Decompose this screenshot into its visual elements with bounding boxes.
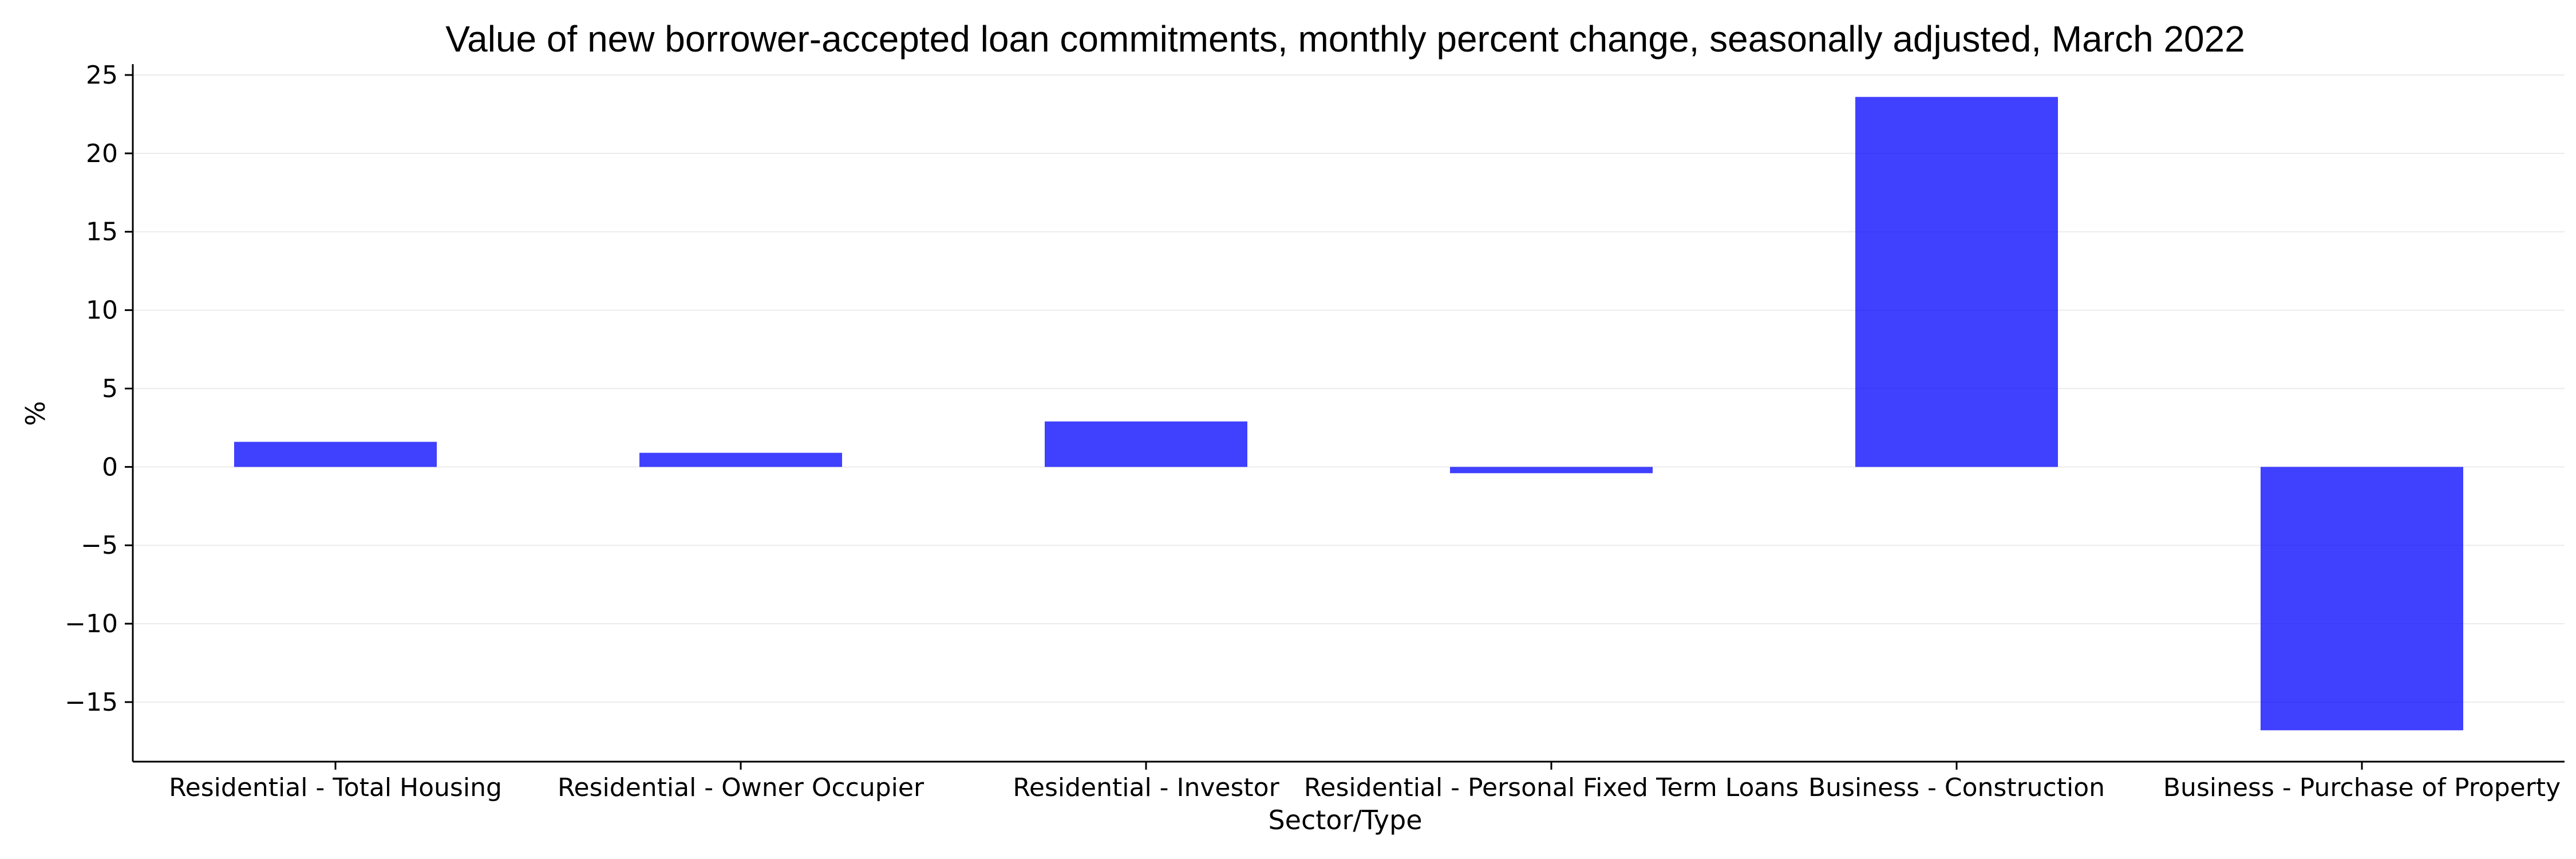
x-axis-label: Sector/Type — [1268, 805, 1422, 836]
x-tick-label: Business - Purchase of Property — [2163, 773, 2561, 802]
axis-layer — [132, 64, 2565, 763]
bar — [1450, 467, 1653, 474]
y-tick-label: 5 — [102, 374, 118, 403]
x-tick-label: Residential - Personal Fixed Term Loans — [1304, 773, 1799, 802]
y-tick-label: 20 — [86, 139, 118, 168]
y-tick-label: −10 — [65, 609, 118, 639]
x-tick-label: Residential - Owner Occupier — [558, 773, 924, 802]
y-tick-label: −5 — [81, 531, 118, 560]
x-tick-label: Business - Construction — [1808, 773, 2105, 802]
y-tick-label: 10 — [86, 296, 118, 325]
y-tick-label: 15 — [86, 218, 118, 247]
y-tick-layer: 25 20 15 10 5 0 −5 −10 −15 — [65, 61, 133, 717]
grid-layer — [133, 74, 2565, 703]
y-tick-label: 25 — [86, 61, 118, 90]
bar — [234, 442, 437, 467]
bar-layer — [234, 97, 2463, 731]
bar — [1855, 97, 2058, 467]
y-axis-label: % — [20, 401, 51, 426]
bar — [1045, 421, 1247, 467]
x-tick-label: Residential - Investor — [1013, 773, 1279, 802]
bar — [639, 452, 842, 467]
y-tick-label: −15 — [65, 688, 118, 717]
x-tick-label: Residential - Total Housing — [169, 773, 502, 802]
x-tick-layer: Residential - Total Housing Residential -… — [169, 762, 2561, 802]
chart-title: Value of new borrower-accepted loan comm… — [445, 18, 2245, 60]
y-tick-label: 0 — [102, 452, 118, 482]
bar — [2261, 467, 2463, 731]
